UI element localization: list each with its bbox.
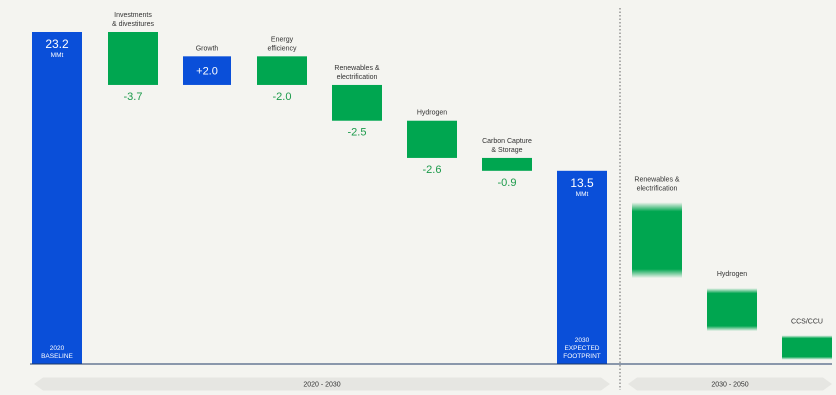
bar-investments-label-line-2: & divestitures <box>112 21 155 28</box>
bar-footprint-foot-line-2: EXPECTED <box>564 345 599 352</box>
bar-baseline-unit: MMt <box>51 52 64 59</box>
bar-investments-value: -3.7 <box>124 91 143 103</box>
bar-ccs-value: -0.9 <box>498 177 517 189</box>
bar-energy-label-line-2: efficiency <box>267 45 297 52</box>
bar-ccs-label-line-2: & Storage <box>491 147 522 154</box>
period-2020-2030-label: 2020 - 2030 <box>303 382 340 389</box>
bar-energy-value: -2.0 <box>273 91 292 103</box>
bar-growth-value: +2.0 <box>196 66 218 78</box>
bar-renewables-2050-label-line-2: electrification <box>637 185 678 192</box>
bar-ccs-2050 <box>782 335 832 360</box>
bar-energy-label-line-1: Energy <box>271 36 294 43</box>
bar-hydrogen-2050 <box>707 288 757 332</box>
bar-renewables-label-line-1: Renewables & <box>334 65 379 72</box>
bar-renewables <box>332 84 382 121</box>
bar-hydrogen <box>407 120 457 158</box>
bar-baseline-foot-line-2: BASELINE <box>41 353 73 360</box>
bar-energy <box>257 56 307 85</box>
bar-baseline-value: 23.2 <box>45 37 69 51</box>
bar-ccs-label-line-1: Carbon Capture <box>482 138 532 145</box>
bar-growth <box>183 56 231 85</box>
bar-ccs-2050-label-line-1: CCS/CCU <box>791 318 823 325</box>
bar-footprint <box>557 170 607 364</box>
bar-hydrogen-value: -2.6 <box>423 164 442 176</box>
bar-renewables-2050 <box>632 202 682 279</box>
bar-investments <box>108 32 158 85</box>
bar-baseline <box>32 32 82 364</box>
bar-investments-label-line-1: Investments <box>114 12 152 19</box>
bar-hydrogen-label-line-1: Hydrogen <box>417 110 447 117</box>
bar-footprint-foot-line-3: FOOTPRINT <box>563 353 601 360</box>
period-2020-2030-arrow <box>34 377 610 391</box>
bar-baseline-foot-line-1: 2020 <box>50 345 65 352</box>
bar-renewables-label-line-2: electrification <box>337 74 378 81</box>
bar-ccs <box>482 157 532 171</box>
bar-growth-label-line-1: Growth <box>196 45 219 52</box>
bar-renewables-2050-label-line-1: Renewables & <box>634 176 679 183</box>
bar-renewables-value: -2.5 <box>348 127 367 139</box>
bar-footprint-foot-line-1: 2030 <box>575 337 590 344</box>
period-2030-2050-label: 2030 - 2050 <box>711 382 748 389</box>
bar-footprint-value: 13.5 <box>570 176 594 190</box>
period-2030-2050-arrow <box>628 377 832 391</box>
bar-hydrogen-2050-label-line-1: Hydrogen <box>717 271 747 278</box>
bar-footprint-unit: MMt <box>576 191 589 198</box>
